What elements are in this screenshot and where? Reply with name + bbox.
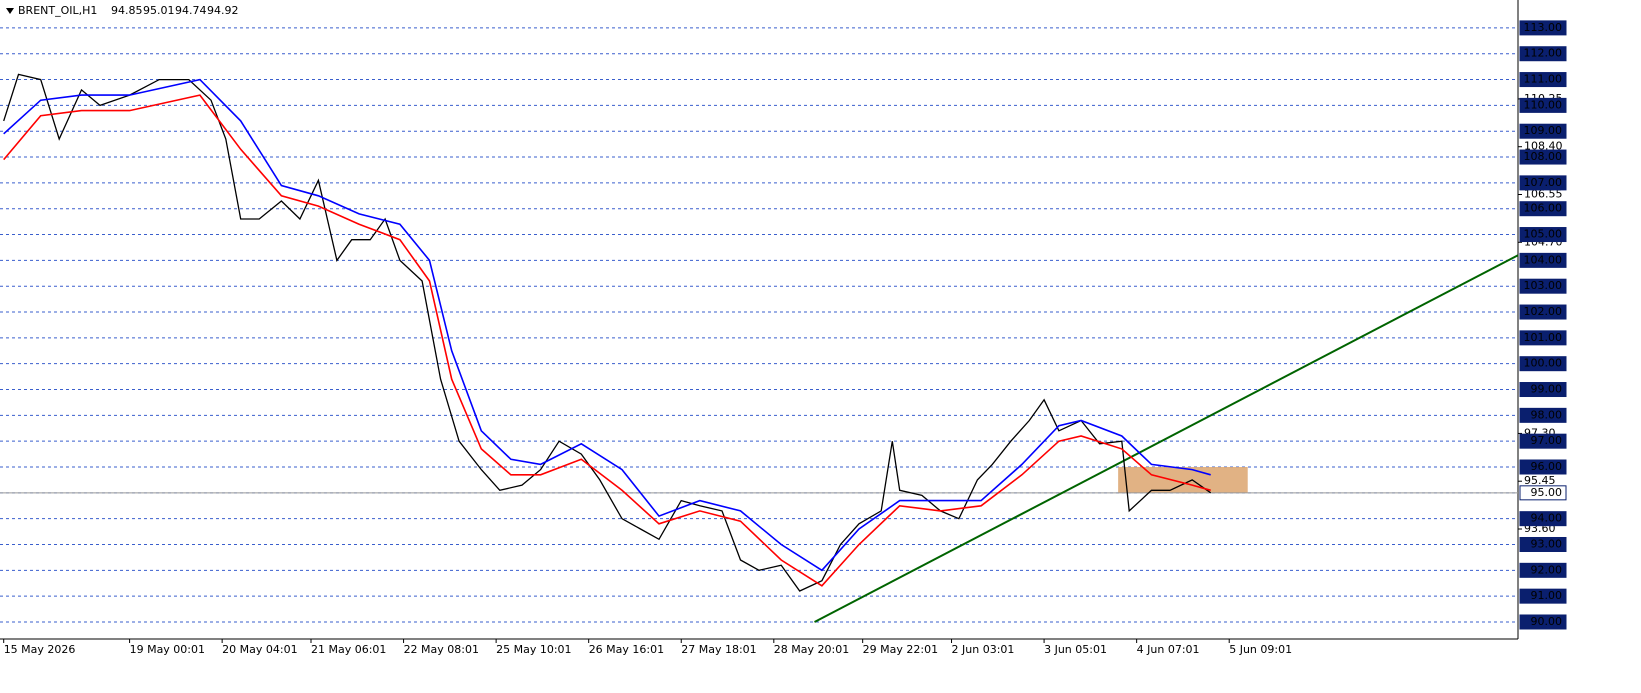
y-tick-box — [1519, 97, 1567, 113]
x-tick-label: 4 Jun 07:01 — [1137, 643, 1200, 656]
y-tick-label: 111.00 — [1524, 73, 1563, 86]
y-tick-box — [1519, 201, 1567, 217]
x-tick-label: 15 May 2026 — [4, 643, 76, 656]
ohlc-value: 95.01 — [143, 4, 175, 17]
y-tick-box — [1519, 562, 1567, 578]
y-tick-box — [1519, 330, 1567, 346]
y-tick-box — [1519, 20, 1567, 36]
y-tick-box — [1519, 123, 1567, 139]
y-tick-box — [1519, 407, 1567, 423]
y-tick-box — [1519, 149, 1567, 165]
ohlc-value: 94.92 — [207, 4, 239, 17]
y-tick-label: 100.00 — [1524, 357, 1563, 370]
y-tick-label: 105.00 — [1524, 228, 1563, 241]
y-tick-box — [1519, 227, 1567, 243]
x-tick-label: 27 May 18:01 — [681, 643, 756, 656]
y-tick-label: 95.00 — [1531, 486, 1563, 499]
y-tick-label: 104.00 — [1524, 253, 1563, 266]
y-tick-label: 103.00 — [1524, 279, 1563, 292]
x-tick-label: 22 May 08:01 — [404, 643, 479, 656]
y-tick-label: 93.00 — [1531, 537, 1563, 550]
y-tick-box — [1519, 433, 1567, 449]
moving-average — [3, 78, 1211, 572]
symbol-title: BRENT_OIL,H1 — [18, 4, 97, 17]
zone — [1118, 467, 1248, 493]
x-tick-label: 26 May 16:01 — [589, 643, 664, 656]
x-tick-label: 2 Jun 03:01 — [952, 643, 1015, 656]
y-tick-box — [1519, 72, 1567, 88]
x-tick-label: 19 May 00:01 — [130, 643, 205, 656]
y-tick-label: 110.00 — [1524, 98, 1563, 111]
ohlc-value: 94.74 — [175, 4, 207, 17]
y-tick-box — [1519, 46, 1567, 62]
y-tick-box — [1519, 536, 1567, 552]
y-tick-label: 96.00 — [1531, 460, 1563, 473]
y-tick-box — [1519, 278, 1567, 294]
x-tick-label: 28 May 20:01 — [774, 643, 849, 656]
trendline — [814, 254, 1519, 623]
y-tick-label: 99.00 — [1531, 383, 1563, 396]
y-tick-box — [1519, 175, 1567, 191]
ohlc-value: 94.85 — [111, 4, 143, 17]
minor-tick-label: 95.45 — [1524, 474, 1556, 487]
y-tick-box — [1519, 588, 1567, 604]
y-tick-box — [1519, 459, 1567, 475]
y-tick-box — [1519, 485, 1567, 501]
y-tick-label: 101.00 — [1524, 331, 1563, 344]
y-tick-label: 112.00 — [1524, 47, 1563, 60]
minor-tick-label: 106.55 — [1524, 187, 1563, 200]
y-tick-box — [1519, 511, 1567, 527]
x-tick-label: 3 Jun 05:01 — [1044, 643, 1107, 656]
y-tick-label: 90.00 — [1531, 615, 1563, 628]
y-tick-label: 98.00 — [1531, 408, 1563, 421]
y-tick-label: 92.00 — [1531, 563, 1563, 576]
y-tick-label: 97.00 — [1531, 434, 1563, 447]
y-tick-box — [1519, 614, 1567, 630]
y-tick-label: 94.00 — [1531, 512, 1563, 525]
x-tick-label: 20 May 04:01 — [222, 643, 297, 656]
x-tick-label: 21 May 06:01 — [311, 643, 386, 656]
y-tick-label: 107.00 — [1524, 176, 1563, 189]
y-tick-label: 108.00 — [1524, 150, 1563, 163]
price-line — [3, 73, 1212, 592]
y-tick-label: 102.00 — [1524, 305, 1563, 318]
y-tick-label: 113.00 — [1524, 21, 1563, 34]
x-tick-label: 25 May 10:01 — [496, 643, 571, 656]
y-tick-box — [1519, 382, 1567, 398]
x-tick-label: 29 May 22:01 — [863, 643, 938, 656]
y-tick-label: 109.00 — [1524, 124, 1563, 137]
y-tick-box — [1519, 304, 1567, 320]
menu-arrow[interactable] — [6, 8, 14, 14]
y-tick-label: 91.00 — [1531, 589, 1563, 602]
x-tick-label: 5 Jun 09:01 — [1229, 643, 1292, 656]
y-tick-label: 106.00 — [1524, 202, 1563, 215]
y-tick-box — [1519, 252, 1567, 268]
minor-tick-label: 108.40 — [1524, 140, 1563, 153]
y-tick-box — [1519, 356, 1567, 372]
moving-average — [3, 94, 1211, 587]
